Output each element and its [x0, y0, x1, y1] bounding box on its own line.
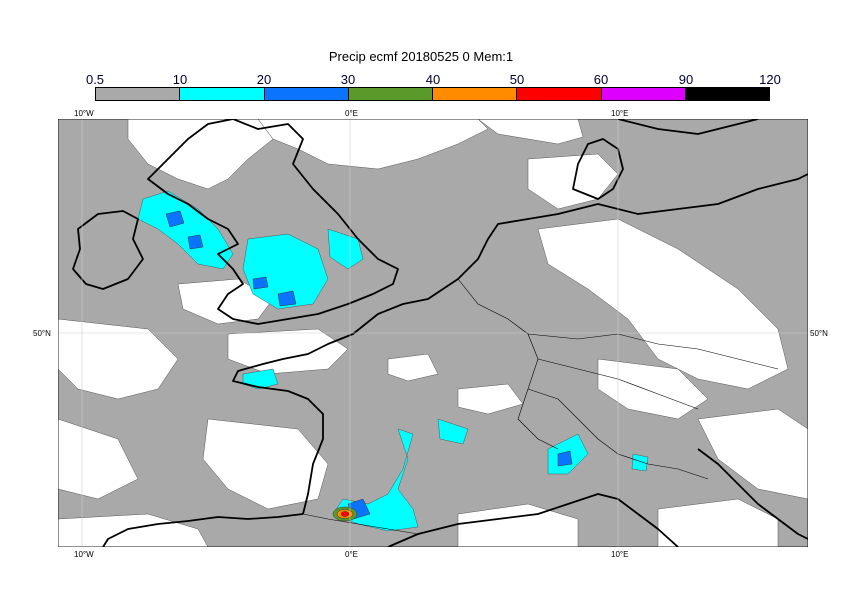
precip-shade-20: [165, 210, 573, 520]
lon-label-top: 0°E: [345, 109, 358, 118]
lon-label-bottom: 10°W: [74, 550, 94, 559]
colorbar-segment: [264, 88, 349, 100]
lon-label-bottom: 0°E: [345, 550, 358, 559]
colorbar-segment: [685, 88, 769, 100]
chart-title: Precip ecmf 20180525 0 Mem:1: [328, 49, 514, 64]
colorbar-label: 10: [172, 72, 188, 87]
colorbar-label: 20: [256, 72, 272, 87]
colorbar-label: 0.5: [85, 72, 105, 87]
colorbar-label: 30: [340, 72, 356, 87]
lon-label-bottom: 10°E: [611, 550, 629, 559]
colorbar: [95, 87, 770, 101]
lat-label-left: 50°N: [33, 329, 51, 338]
coastlines: [72, 119, 808, 547]
precip-heavy-spot: [332, 506, 358, 522]
colorbar-label: 40: [425, 72, 441, 87]
colorbar-segment: [180, 88, 265, 100]
colorbar-segment: [433, 88, 518, 100]
colorbar-segment: [348, 88, 433, 100]
colorbar-label: 50: [509, 72, 525, 87]
colorbar-segment: [517, 88, 602, 100]
lon-label-top: 10°W: [74, 109, 94, 118]
colorbar-label: 120: [759, 72, 781, 87]
lat-label-right: 50°N: [810, 329, 828, 338]
borders: [302, 278, 779, 535]
graticule: [58, 119, 808, 547]
dry-areas: [58, 119, 808, 547]
colorbar-segment: [601, 88, 686, 100]
colorbar-segment: [96, 88, 181, 100]
colorbar-label: 90: [678, 72, 694, 87]
precip-map: [58, 119, 808, 547]
lon-label-top: 10°E: [611, 109, 629, 118]
colorbar-label: 60: [593, 72, 609, 87]
